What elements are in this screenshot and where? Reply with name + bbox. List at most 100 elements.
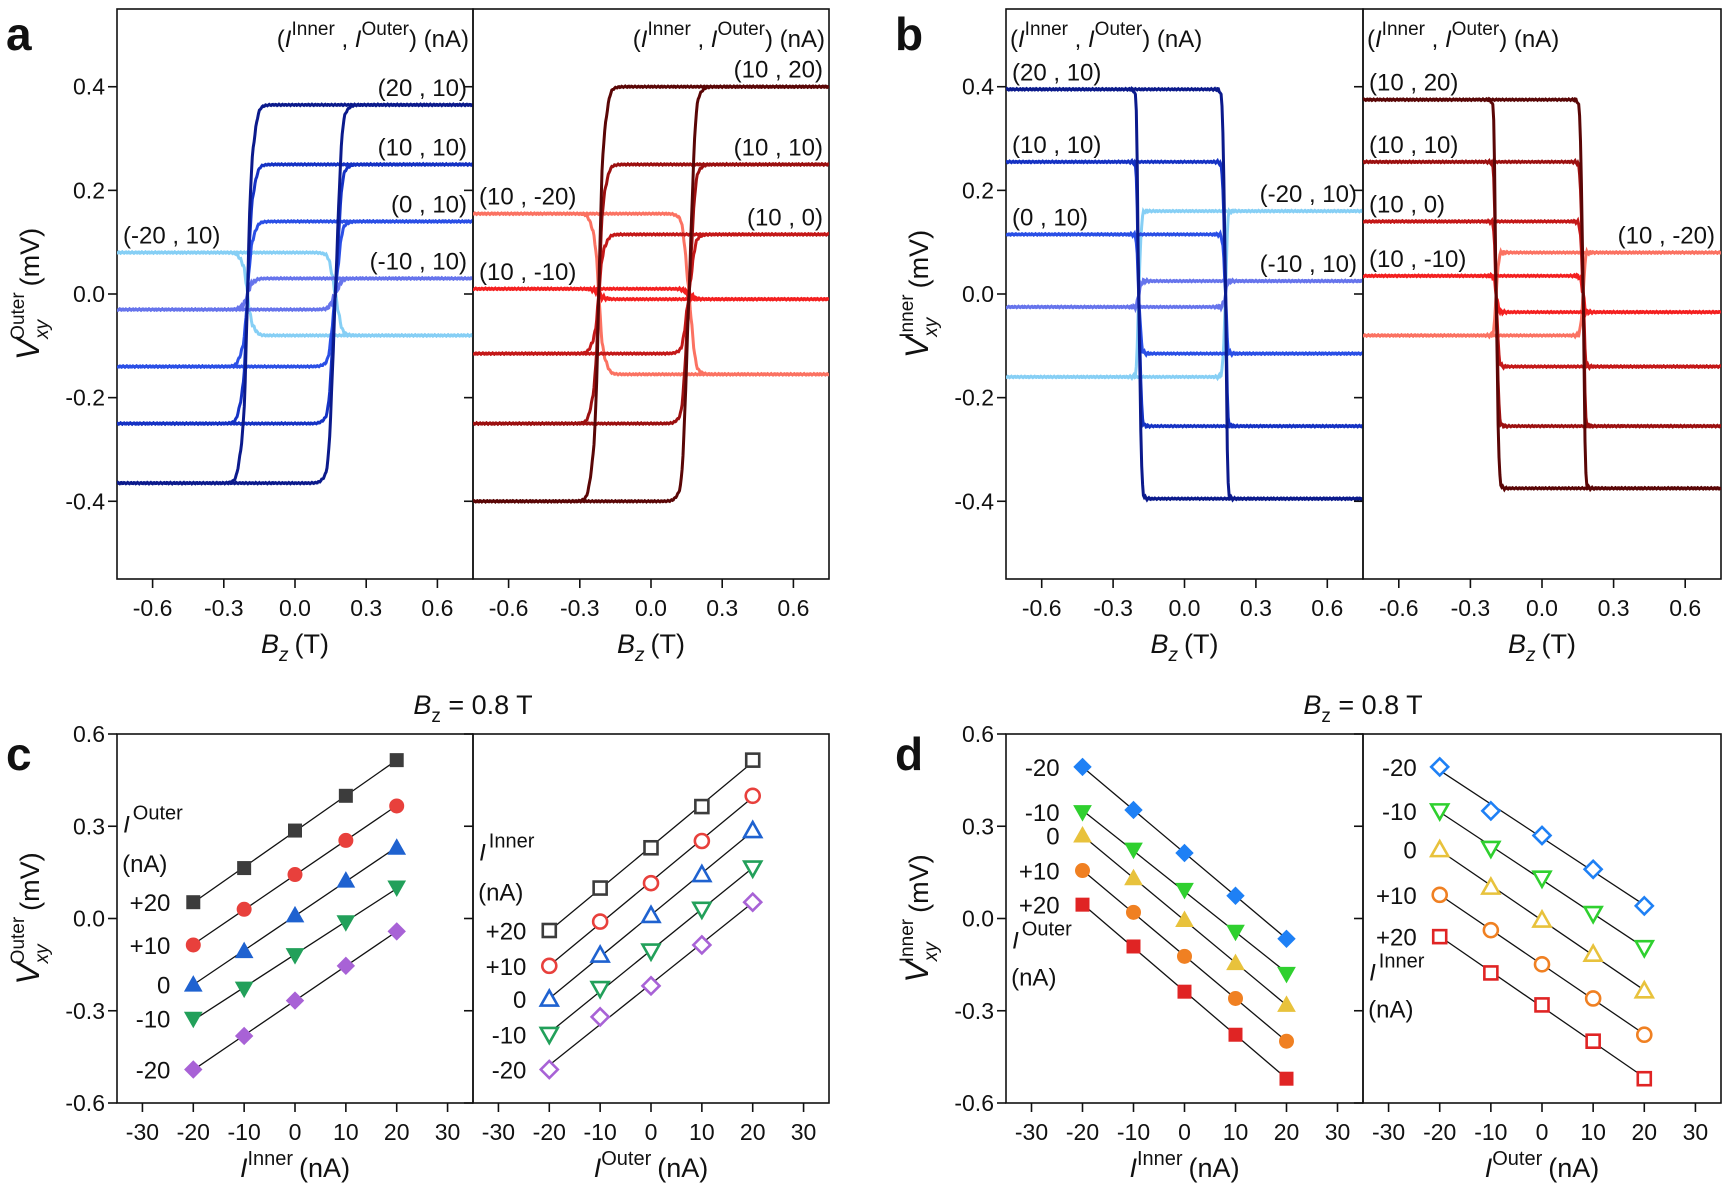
hysteresis-curve-ascending [1363,157,1721,429]
xlabel-symbol: B [1151,629,1169,659]
x-tick-label: 0.0 [1169,595,1201,621]
x-tick-label: 0.3 [350,595,382,621]
hysteresis-curve-ascending [1006,157,1363,429]
series-label: 0 [157,973,170,1000]
series-label: (20 , 10) [378,75,467,102]
panel-label: a [6,8,32,60]
marker-diamond [234,1026,254,1046]
x-tick-label: -20 [533,1119,566,1145]
marker-circle [287,867,303,883]
x-tick-label: -30 [1015,1119,1048,1145]
series-label: +10 [486,954,527,981]
series-label: +10 [1376,883,1417,910]
marker-square [1177,984,1192,999]
marker-triangle-up [1428,838,1451,858]
axes-frame [472,8,830,580]
x-tick-label: -10 [1117,1119,1150,1145]
x-tick-label: -20 [1066,1119,1099,1145]
marker-triangle-down [1124,842,1143,860]
series-label: 0 [1046,823,1059,850]
xlabel-symbol: B [1508,629,1526,659]
marker-square [1075,897,1090,912]
x-tick-label: 0 [289,1119,302,1145]
series-label: (-10 , 10) [1260,251,1357,278]
marker-triangle-up [691,863,713,883]
x-axis-label: Bz (T) [1151,629,1219,666]
title-rest: = 0.8 T [441,690,533,720]
marker-circle [1533,956,1551,973]
x-tick-label: -10 [1474,1119,1507,1145]
subplot-right: -0.6 -0.3 0.0 0.3 0.6Bz (T)(IInner , IOuter) … [464,8,830,666]
xlabel-unit: (nA) [657,1153,708,1183]
ylabel-sup: Outer [8,292,29,340]
marker-square [541,922,558,939]
marker-diamond [640,975,662,997]
x-tick-label: 30 [1683,1119,1709,1145]
x-tick-label: 30 [435,1119,461,1145]
marker-triangle-up [1175,910,1194,928]
lt-sup: Outer [133,802,183,824]
series-label: -10 [1025,800,1060,827]
marker-circle [338,832,354,848]
ylabel-sub: xy [921,316,942,338]
series-label: (0 , 10) [1012,204,1088,231]
marker-triangle-down [387,880,407,897]
x-tick-label: 30 [791,1119,817,1145]
lt-sup: Inner [1379,950,1425,972]
panel-label: d [895,728,923,780]
hysteresis-curve-ascending [1363,216,1721,372]
ylabel-sub: xy [32,318,53,340]
hysteresis-curve-ascending [1363,96,1721,493]
series-label: -20 [1382,755,1417,782]
lt-sym1: I [285,26,292,53]
series-label: (10 , 10) [1369,132,1458,159]
x-tick-label: 0.3 [706,595,738,621]
y-tick-label: 0.6 [73,721,105,747]
ylabel-unit: (mV) [15,228,45,286]
lt-sup1: Inner [647,19,691,40]
hysteresis-curve-ascending [473,231,829,357]
xlabel-sup: Outer [601,1148,651,1170]
lt-sup1: Inner [1025,19,1069,40]
marker-diamond [1124,800,1143,820]
plot-area [1006,86,1363,503]
lt-sup1: Inner [1382,19,1426,40]
marker-diamond [1226,886,1245,905]
marker-diamond [691,934,713,956]
hysteresis-curve-ascending [473,161,829,427]
xlabel-symbol: B [617,629,635,659]
x-tick-label: -0.6 [1379,595,1419,621]
marker-triangle-up [234,941,254,959]
marker-circle [236,901,252,917]
plot-area [473,84,829,504]
marker-diamond [589,1006,611,1028]
legend-unit: (nA) [478,880,523,907]
marker-circle [642,874,660,892]
marker-diamond [336,956,356,976]
lt-sep: , [691,26,711,53]
x-axis-label: IInner (nA) [1129,1148,1239,1183]
xlabel-sup: Inner [1137,1148,1183,1170]
marker-triangle-down [538,1026,561,1046]
xlabel-symbol: B [261,629,279,659]
xlabel-symbol: I [1129,1153,1137,1183]
series-label: +20 [486,918,527,945]
series-label: (10 , -10) [1369,246,1466,273]
legend-unit: (nA) [122,851,167,878]
y-tick-label: -0.4 [954,488,994,514]
series-label: (10 , 0) [747,204,823,231]
y-tick-label: 0.0 [73,906,105,932]
hysteresis-curve-ascending [117,249,473,339]
x-tick-label: 0.3 [1598,595,1630,621]
lt-close: ) (nA) [409,26,469,53]
hysteresis-curve-descending [1006,277,1363,314]
x-tick-label: 0 [1536,1119,1549,1145]
lt-open: ( [277,26,285,53]
marker-triangle-down [1073,805,1092,822]
panel-label: c [6,728,32,780]
series-label: (10 , 0) [1369,191,1445,218]
panel-d: dBz = 0.8 TVxyInner(mV)0.60.30.0-0.3-0.6… [895,690,1722,1183]
